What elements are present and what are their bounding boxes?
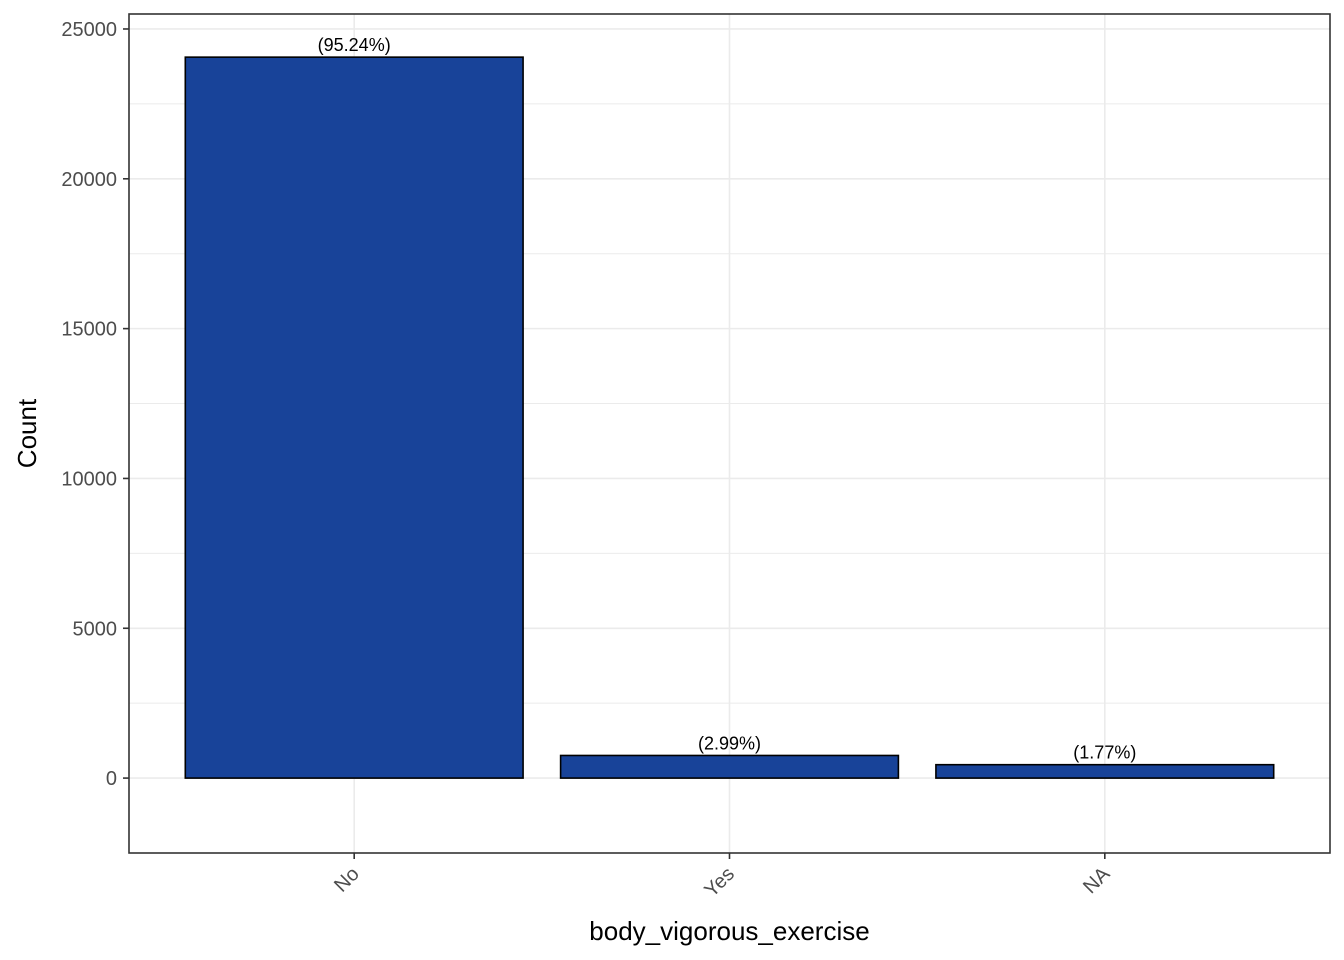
y-tick-label: 5000 [73,618,118,640]
bar-yes [559,754,900,779]
y-tick-label: 0 [106,768,117,790]
bar-labels: (95.24%) (2.99%) (1.77%) [318,35,1137,763]
x-tick-label: Yes [700,863,739,902]
x-tick-label: NA [1079,863,1115,899]
y-tick-label: 10000 [61,468,117,490]
data-label: (95.24%) [318,35,391,55]
bar-no [184,56,524,779]
bars [184,56,1275,779]
y-tick-label: 20000 [61,169,117,191]
y-tick-label: 25000 [61,19,117,41]
bar-na [935,763,1275,779]
x-tick-label: No [330,863,364,897]
y-tick-label: 15000 [61,319,117,341]
y-axis: 0 5000 10000 15000 20000 25000 [61,19,129,790]
x-axis: No Yes NA [330,853,1115,902]
y-axis-title: Count [12,398,42,468]
data-label: (1.77%) [1073,743,1136,763]
data-label: (2.99%) [698,733,761,753]
x-axis-title: body_vigorous_exercise [589,916,869,946]
